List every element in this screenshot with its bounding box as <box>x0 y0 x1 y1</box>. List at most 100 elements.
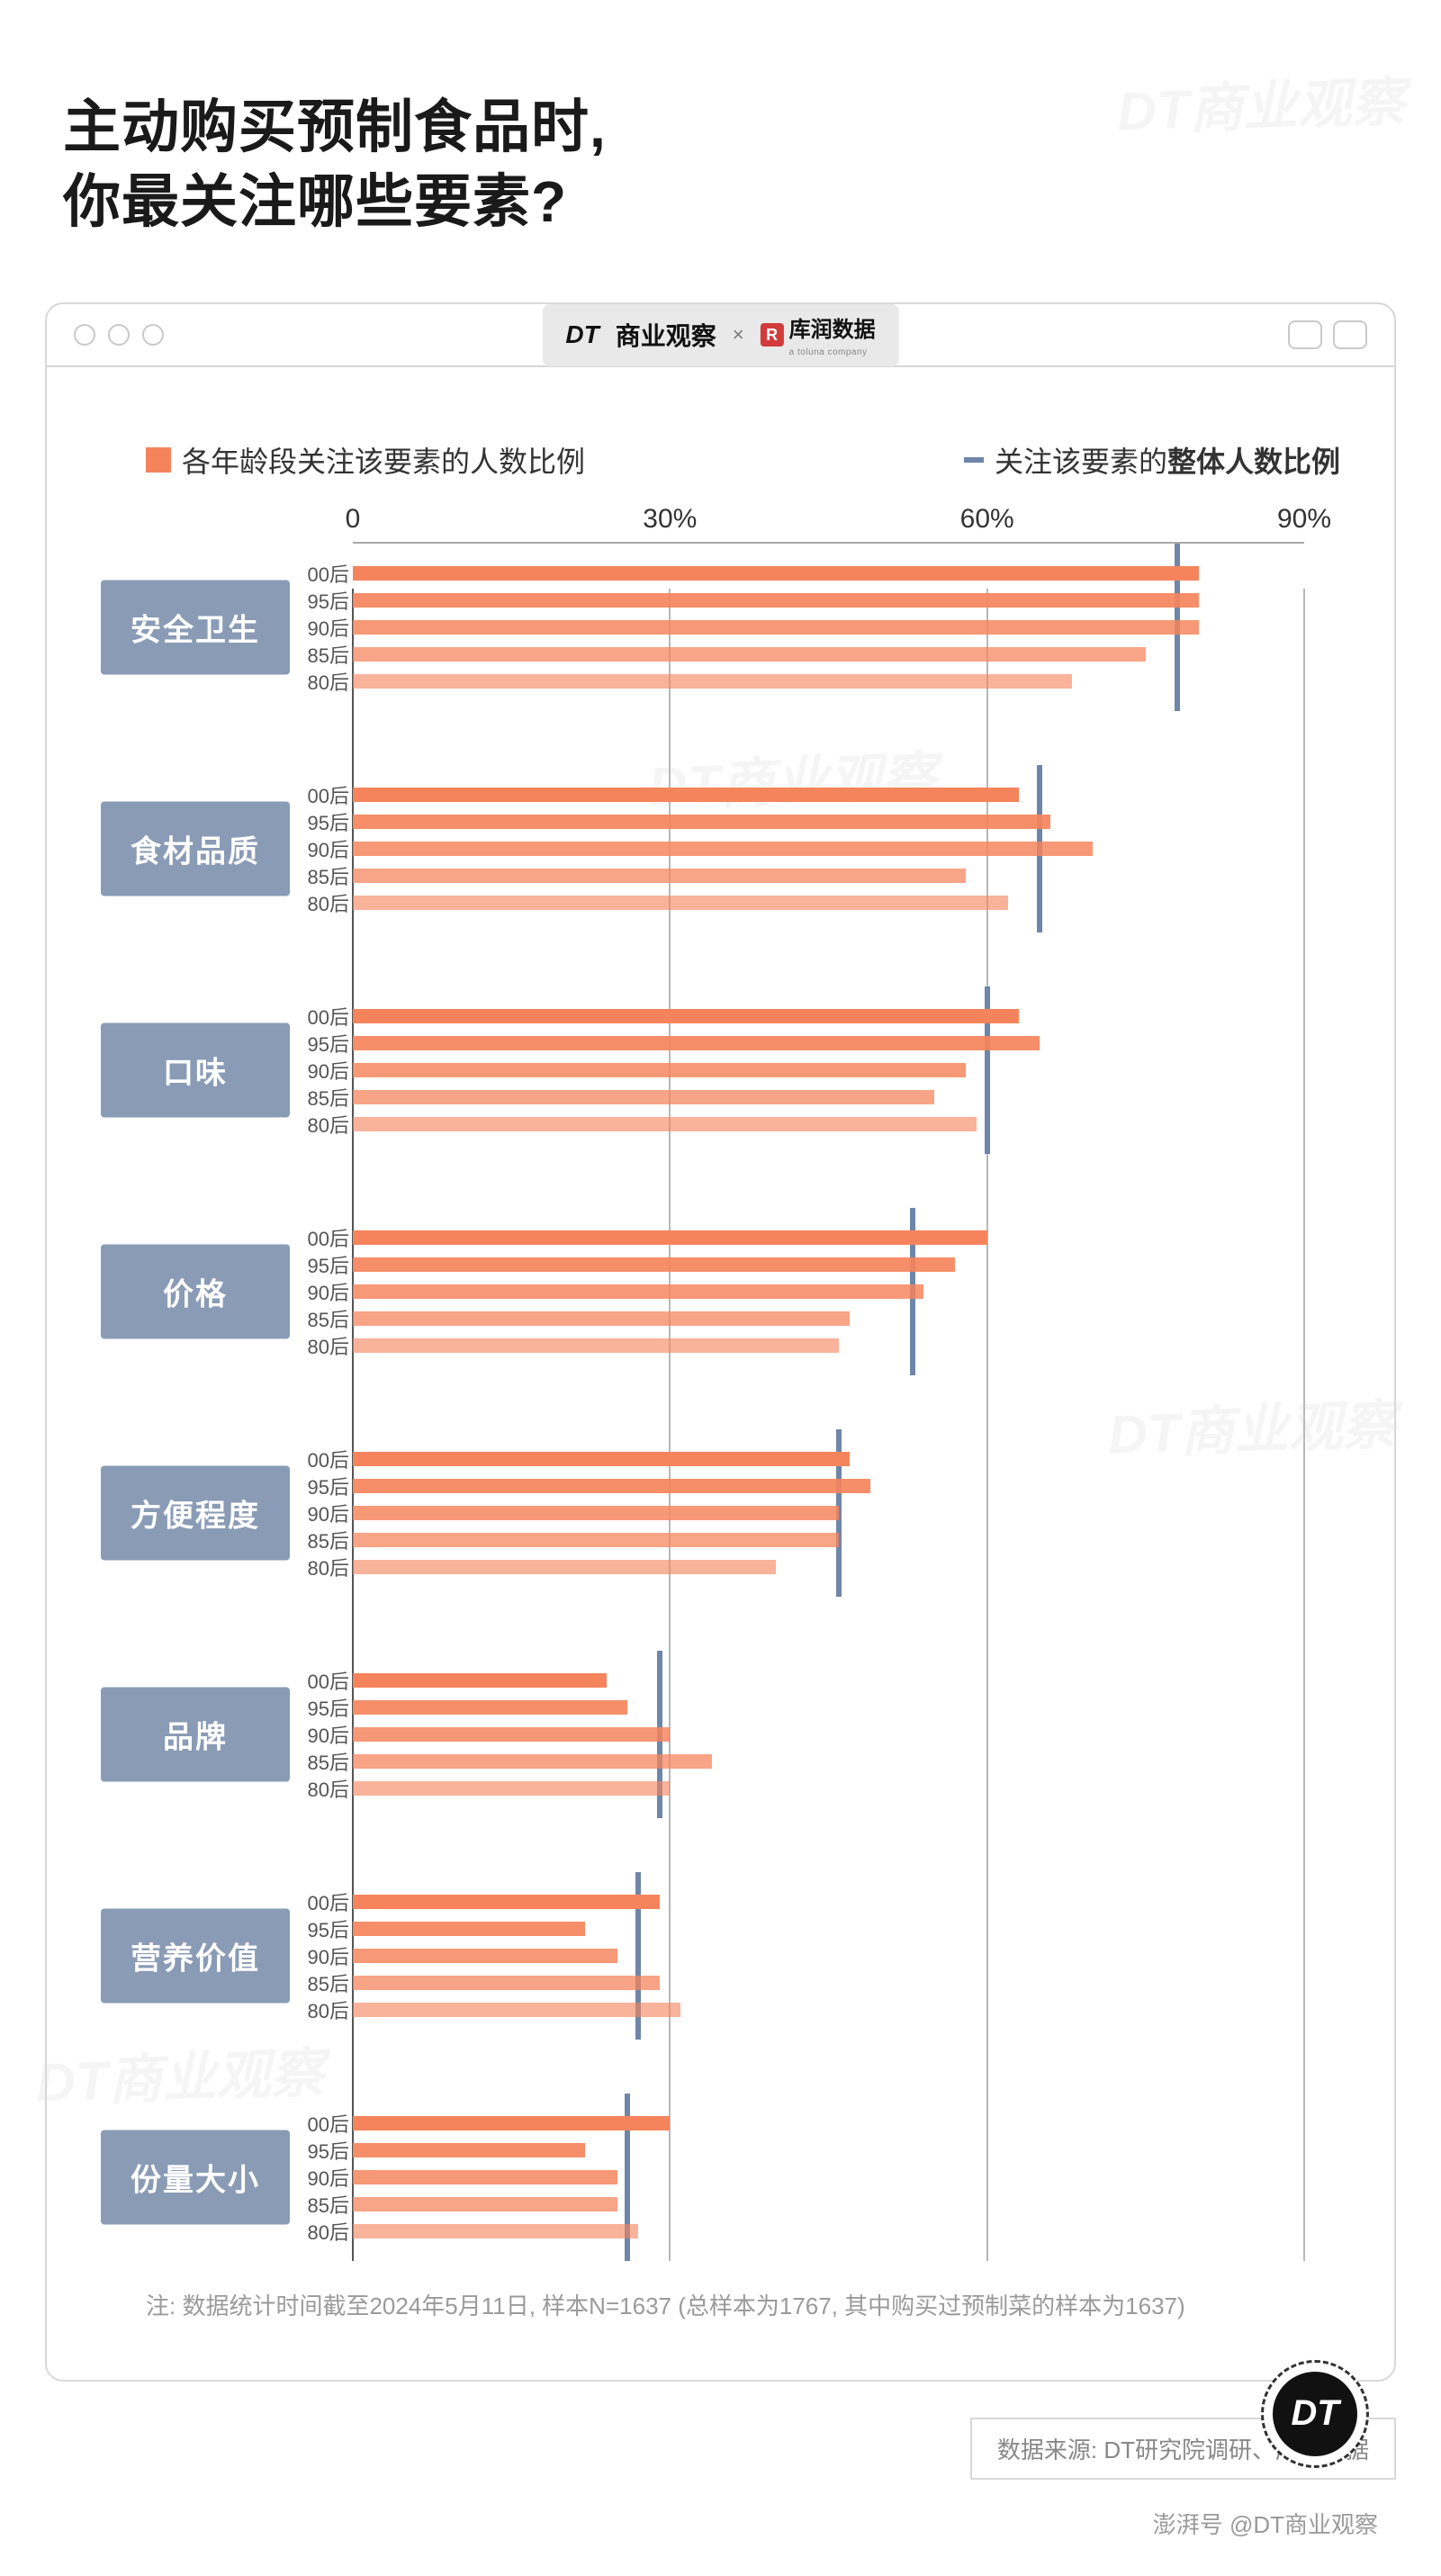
bar-swatch-icon <box>146 447 171 473</box>
kr-icon: R <box>761 323 784 347</box>
bar-row: 80后 <box>353 2218 1304 2245</box>
page: DT商业观察 DT商业观察 DT商业观察 DT商业观察 主动购买预制食品时, 你… <box>0 0 1441 2576</box>
value-bar <box>353 2170 617 2184</box>
x-tick-label: 0 <box>346 504 361 535</box>
bar-row: 95后 <box>353 1473 1304 1500</box>
value-bar <box>353 593 1199 608</box>
bar-row: 95后 <box>353 1251 1304 1278</box>
bottom-credit: 澎湃号 @DT商业观察 <box>0 2480 1441 2576</box>
age-sub-label: 00后 <box>295 780 349 809</box>
window-topbar: DT 商业观察 × R 库润数据 a toluna company <box>47 304 1394 367</box>
brand-kr-label: 库润数据 <box>789 318 876 342</box>
chart-area: 各年龄段关注该要素的人数比例 关注该要素的整体人数比例 030%60%90% 安… <box>47 367 1394 2344</box>
age-sub-label: 85后 <box>295 1526 349 1554</box>
chart-group: 份量大小00后95后90后85后80后 <box>353 2094 1304 2261</box>
window-action-icons <box>1288 320 1367 349</box>
page-title: 主动购买预制食品时, 你最关注哪些要素? <box>0 0 1441 275</box>
legend-overall-bold: 整体人数比例 <box>1167 446 1340 478</box>
group-pill: 安全卫生 <box>101 581 290 675</box>
bar-row: 95后 <box>353 587 1304 614</box>
bar-row: 95后 <box>353 1030 1304 1057</box>
bar-row: 85后 <box>353 862 1304 889</box>
group-pill: 口味 <box>101 1023 290 1118</box>
value-bar <box>353 1976 660 1990</box>
brand-separator: × <box>733 323 744 347</box>
value-bar <box>353 2197 617 2211</box>
brand-kr: R 库润数据 a toluna company <box>761 311 876 359</box>
age-sub-label: 00后 <box>295 559 349 588</box>
age-sub-label: 95后 <box>295 2136 349 2165</box>
bar-row: 85后 <box>353 2191 1304 2218</box>
group-pill: 品牌 <box>101 1688 290 1782</box>
legend-age-series: 各年龄段关注该要素的人数比例 <box>146 439 585 481</box>
age-sub-label: 90后 <box>295 1941 349 1970</box>
value-bar <box>353 1506 839 1520</box>
group-gap <box>353 932 1304 986</box>
age-sub-label: 90后 <box>295 613 349 642</box>
bar-row: 85后 <box>353 1084 1304 1111</box>
bar-row: 00后 <box>353 1003 1304 1030</box>
value-bar <box>353 896 1008 910</box>
bar-row: 80后 <box>353 1332 1304 1359</box>
value-bar <box>353 815 1050 829</box>
age-sub-label: 00后 <box>295 2109 349 2138</box>
legend-overall-prefix: 关注该要素的 <box>995 446 1167 478</box>
bar-row: 95后 <box>353 2137 1304 2164</box>
value-bar <box>353 1700 627 1715</box>
upload-icon <box>1288 320 1322 349</box>
age-sub-label: 95后 <box>295 586 349 615</box>
value-bar <box>353 2224 638 2238</box>
legend-overall-series: 关注该要素的整体人数比例 <box>964 439 1340 481</box>
age-sub-label: 90后 <box>295 1056 349 1085</box>
group-pill: 食材品质 <box>101 802 290 896</box>
bar-row: 00后 <box>353 1667 1304 1694</box>
age-sub-label: 80后 <box>295 667 349 696</box>
age-sub-label: 95后 <box>295 1250 349 1279</box>
age-sub-label: 90后 <box>295 834 349 863</box>
traffic-lights <box>74 324 164 346</box>
value-bar <box>353 1673 607 1688</box>
bar-row: 80后 <box>353 1996 1304 2023</box>
age-sub-label: 80后 <box>295 1331 349 1360</box>
value-bar <box>353 1230 987 1245</box>
value-bar <box>353 1452 850 1466</box>
value-bar <box>353 1311 850 1326</box>
age-sub-label: 90后 <box>295 1277 349 1306</box>
age-sub-label: 85后 <box>295 2190 349 2219</box>
chart-footnote: 注: 数据统计时间截至2024年5月11日, 样本N=1637 (总样本为176… <box>101 2261 1340 2326</box>
value-bar <box>353 620 1199 635</box>
value-bar <box>353 1560 776 1574</box>
age-sub-label: 80后 <box>295 1774 349 1803</box>
dt-stamp: DT <box>1261 2360 1369 2468</box>
x-tick-label: 60% <box>960 504 1014 535</box>
value-bar <box>353 1479 870 1493</box>
age-sub-label: 85后 <box>295 1304 349 1333</box>
group-gap <box>353 1818 1304 1872</box>
minimize-icon <box>108 324 130 346</box>
age-sub-label: 95后 <box>295 1029 349 1058</box>
chart-group: 方便程度00后95后90后85后80后 <box>353 1429 1304 1597</box>
age-sub-label: 00后 <box>295 1445 349 1473</box>
value-bar <box>353 1338 839 1353</box>
value-bar <box>353 788 1019 802</box>
brand-badges: DT 商业观察 × R 库润数据 a toluna company <box>542 304 898 366</box>
chart-group: 安全卫生00后95后90后85后80后 <box>353 544 1304 711</box>
bar-row: 00后 <box>353 1888 1304 1915</box>
value-bar <box>353 842 1093 856</box>
x-axis: 030%60%90% <box>353 499 1304 544</box>
x-tick-label: 30% <box>643 504 697 535</box>
bar-row: 90后 <box>353 1278 1304 1305</box>
age-sub-label: 85后 <box>295 1083 349 1112</box>
brand-dt-logo: DT <box>565 320 599 349</box>
bar-row: 80后 <box>353 1554 1304 1581</box>
value-bar <box>353 1781 670 1796</box>
group-gap <box>353 1154 1304 1208</box>
bar-row: 90后 <box>353 1942 1304 1969</box>
title-line-1: 主动购买预制食品时, <box>63 90 1378 165</box>
bar-row: 80后 <box>353 889 1304 916</box>
age-sub-label: 80后 <box>295 1995 349 2024</box>
age-sub-label: 00后 <box>295 1223 349 1252</box>
chart-group: 口味00后95后90后85后80后 <box>353 986 1304 1154</box>
group-pill: 份量大小 <box>101 2130 290 2225</box>
value-bar <box>353 1284 923 1299</box>
